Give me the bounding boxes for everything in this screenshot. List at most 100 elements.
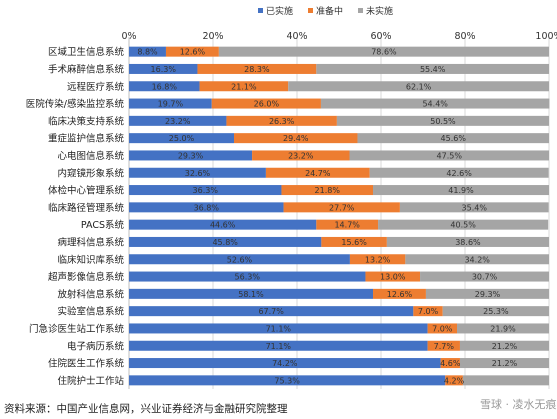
bar-2-11 <box>386 236 549 247</box>
bar-0-1 <box>129 63 198 74</box>
bar-1-12 <box>349 254 406 265</box>
category-label-15: 实验室信息系统 <box>57 306 124 318</box>
bar-2-17 <box>459 340 549 351</box>
value-label-2-10: 40.5% <box>450 221 476 230</box>
x-tick-label-1: 20% <box>202 31 223 42</box>
bar-2-18 <box>459 358 549 369</box>
value-label-1-12: 13.2% <box>365 255 391 264</box>
value-label-1-11: 15.6% <box>341 238 367 247</box>
bar-0-13 <box>129 271 366 282</box>
bar-0-11 <box>129 236 322 247</box>
bar-2-2 <box>288 81 549 92</box>
bar-0-15 <box>129 306 414 317</box>
bar-1-6 <box>252 150 350 161</box>
category-label-5: 重症监护信息系统 <box>48 133 125 145</box>
bar-2-1 <box>316 63 549 74</box>
value-label-0-1: 16.3% <box>151 65 177 74</box>
value-labels: 8.8% 12.6% 78.6% 16.3% 28.3% 55.4% 16.8% 21.1% 6… <box>137 48 517 386</box>
legend-swatch-0 <box>258 8 263 13</box>
value-label-1-0: 12.6% <box>180 48 206 57</box>
bar-1-16 <box>427 323 458 334</box>
value-label-0-4: 23.2% <box>165 117 191 126</box>
value-label-1-17: 7.7% <box>434 342 455 351</box>
value-label-0-2: 16.8% <box>152 82 178 91</box>
bar-2-9 <box>399 202 549 213</box>
value-label-0-6: 29.3% <box>178 151 204 160</box>
bar-0-12 <box>129 254 350 265</box>
legend-swatch-1 <box>308 8 313 13</box>
value-label-2-7: 42.6% <box>446 169 472 178</box>
value-label-1-13: 13.0% <box>380 273 406 282</box>
value-label-2-9: 35.4% <box>462 203 488 212</box>
bar-2-15 <box>442 306 549 317</box>
bar-1-15 <box>413 306 443 317</box>
value-label-0-17: 71.1% <box>266 342 292 351</box>
bar-2-10 <box>378 219 549 230</box>
category-label-13: 超声影像信息系统 <box>48 271 125 283</box>
bar-0-7 <box>129 167 266 178</box>
x-tick-label-0: 0% <box>121 31 136 42</box>
bar-2-16 <box>457 323 549 334</box>
value-label-2-8: 41.9% <box>448 186 474 195</box>
x-tick-label-2: 40% <box>286 31 307 42</box>
value-label-0-18: 74.2% <box>272 359 298 368</box>
value-label-1-10: 14.7% <box>334 221 360 230</box>
value-label-2-5: 45.6% <box>441 134 467 143</box>
category-label-2: 远程医疗系统 <box>67 81 125 93</box>
bar-0-3 <box>129 98 212 109</box>
bar-1-4 <box>226 115 337 126</box>
value-label-1-4: 26.3% <box>269 117 295 126</box>
source-note: 资料来源：中国产业信息网，兴业证券经济与金融研究院整理 <box>4 403 288 415</box>
value-label-1-3: 26.0% <box>254 100 280 109</box>
bar-1-18 <box>440 358 460 369</box>
bar-1-8 <box>281 185 374 196</box>
category-label-17: 电子病历系统 <box>67 340 125 352</box>
value-label-0-0: 8.8% <box>137 48 158 57</box>
value-label-0-9: 36.8% <box>194 203 220 212</box>
category-label-4: 临床决策支持系统 <box>48 115 125 127</box>
bar-1-5 <box>234 133 358 144</box>
value-label-2-2: 62.1% <box>406 82 432 91</box>
category-label-9: 临床路径管理系统 <box>48 202 125 214</box>
bar-0-10 <box>129 219 317 230</box>
category-label-8: 体检中心管理系统 <box>48 185 125 197</box>
bar-0-8 <box>129 185 282 196</box>
bar-0-14 <box>129 288 374 299</box>
value-label-2-15: 25.3% <box>483 307 509 316</box>
bars <box>129 46 550 386</box>
value-label-1-2: 21.1% <box>231 82 257 91</box>
category-label-12: 临床知识库系统 <box>57 254 124 266</box>
legend-label-2: 未实施 <box>366 5 393 17</box>
category-label-1: 手术麻醉信息系统 <box>48 63 125 75</box>
category-label-3: 医院传染/感染监控系统 <box>26 98 125 110</box>
category-label-16: 门急诊医生站工作系统 <box>29 323 125 335</box>
bar-0-4 <box>129 115 227 126</box>
value-label-0-10: 44.6% <box>210 221 236 230</box>
watermark: 雪球 · 凌水无痕 <box>480 398 557 411</box>
value-label-0-3: 19.7% <box>158 100 184 109</box>
bar-1-11 <box>321 236 387 247</box>
value-label-0-7: 32.6% <box>185 169 211 178</box>
value-label-0-11: 45.8% <box>212 238 238 247</box>
category-label-0: 区域卫生信息系统 <box>48 46 125 58</box>
bar-0-18 <box>129 358 441 369</box>
bar-1-14 <box>373 288 426 299</box>
value-label-1-9: 27.7% <box>329 203 355 212</box>
value-label-1-6: 23.2% <box>288 151 314 160</box>
category-label-18: 住院医生工作系统 <box>48 358 125 370</box>
bar-1-3 <box>211 98 321 109</box>
bar-1-9 <box>283 202 400 213</box>
bar-0-19 <box>129 375 446 386</box>
category-label-6: 心电图信息系统 <box>57 150 124 162</box>
value-label-2-6: 47.5% <box>437 151 463 160</box>
legend-swatch-2 <box>358 8 363 13</box>
value-label-1-19: 4.2% <box>444 376 465 385</box>
category-label-14: 放射科信息系统 <box>57 288 124 300</box>
bar-1-1 <box>197 63 317 74</box>
value-label-1-18: 4.6% <box>440 359 461 368</box>
value-label-2-17: 21.2% <box>492 342 518 351</box>
bar-2-14 <box>425 288 549 299</box>
value-label-2-3: 54.4% <box>422 100 448 109</box>
bar-2-4 <box>336 115 549 126</box>
bar-2-7 <box>369 167 549 178</box>
